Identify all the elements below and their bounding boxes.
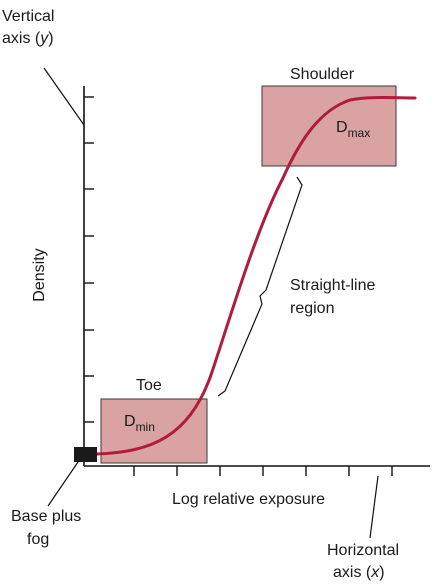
base-plus-fog-marker <box>74 447 97 462</box>
vertical-axis-label-line1: Vertical <box>2 8 54 25</box>
straight-line-bracket <box>217 176 303 397</box>
horizontal-axis-label-line1: Horizontal <box>327 542 399 559</box>
straight-line-region-label-line1: Straight-line <box>290 277 375 294</box>
dmin-label: Dmin <box>124 413 155 434</box>
x-axis-ticks <box>133 466 393 476</box>
shoulder-label: Shoulder <box>290 66 355 83</box>
vertical-axis-leader <box>43 67 85 126</box>
base-plus-fog-label-line1: Base plus <box>11 508 81 525</box>
dmax-label: Dmax <box>336 119 370 140</box>
horizontal-axis-leader <box>369 475 379 539</box>
shoulder-region-box <box>261 85 397 167</box>
base-plus-fog-label-line2: fog <box>27 531 49 548</box>
density-axis-title: Density <box>31 248 48 301</box>
vertical-axis-label-line2: axis (y) <box>2 30 54 47</box>
y-axis-ticks <box>84 96 94 423</box>
toe-label: Toe <box>136 377 162 394</box>
straight-line-region-label-line2: region <box>290 300 334 317</box>
horizontal-axis-label-line2: axis (x) <box>333 564 385 581</box>
characteristic-curve <box>95 96 417 456</box>
horizontal-axis-title: Log relative exposure <box>172 491 325 508</box>
base-plus-fog-leader <box>47 461 79 507</box>
